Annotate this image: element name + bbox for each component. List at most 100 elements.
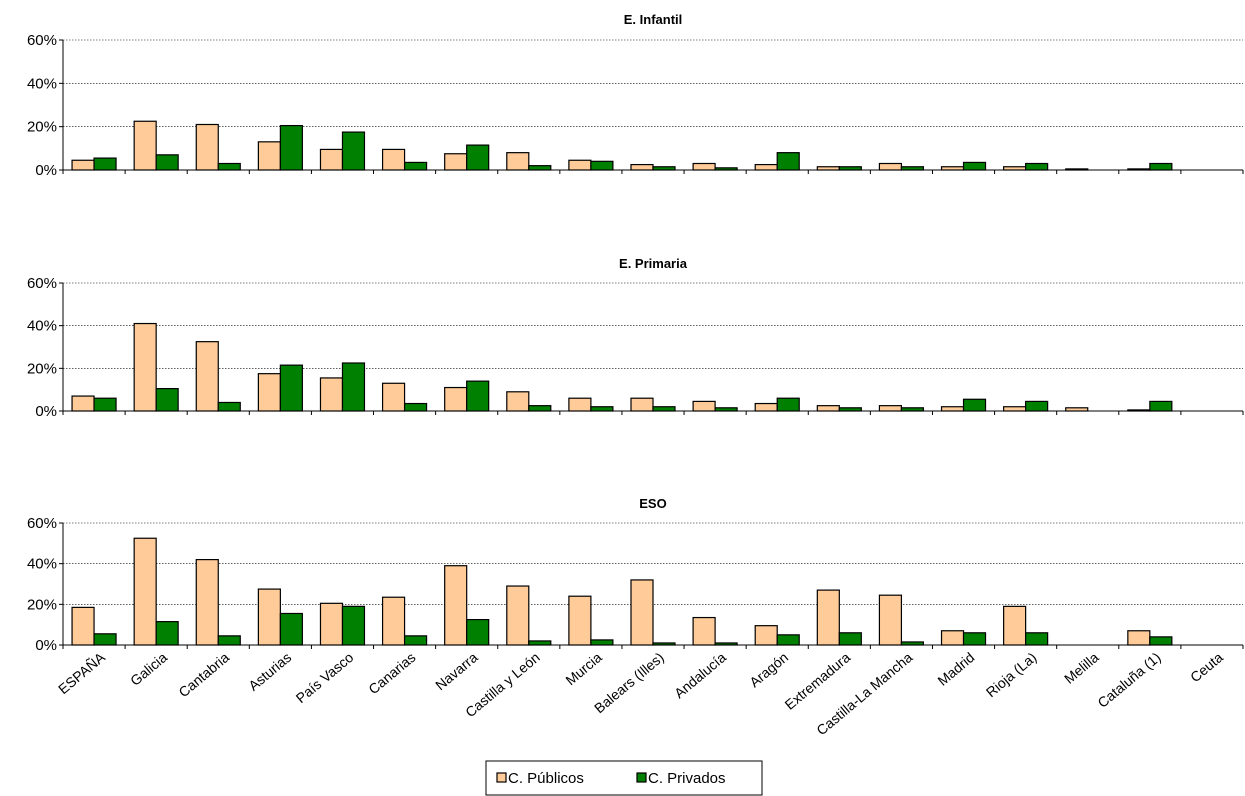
bar-privados	[838, 632, 862, 646]
bar-publicos	[878, 405, 903, 412]
bar-publicos	[630, 163, 654, 171]
bar-privados	[466, 380, 490, 412]
bar-privados	[1025, 162, 1049, 171]
y-tick-label: 20%	[27, 596, 57, 613]
bar-privados	[279, 612, 303, 646]
panel-title: ESO	[639, 496, 666, 511]
bar-privados	[776, 397, 800, 412]
bar-publicos	[1003, 605, 1027, 646]
y-tick-label: 0%	[35, 162, 57, 179]
legend-label: C. Públicos	[508, 770, 584, 787]
bar-privados	[217, 401, 241, 412]
bar-publicos	[319, 148, 344, 171]
bar-publicos	[630, 579, 654, 646]
bar-publicos	[568, 595, 592, 646]
y-tick-label: 40%	[27, 318, 57, 335]
bar-privados	[652, 642, 676, 646]
bar-publicos	[816, 405, 840, 412]
bar-privados	[590, 160, 614, 171]
bar-privados	[900, 166, 925, 171]
bar-publicos	[1127, 168, 1151, 171]
panel-0: E. Infantil 0% 20% 40% 60%	[27, 12, 1244, 179]
bar-publicos	[940, 406, 965, 412]
bar-privados	[962, 398, 987, 412]
bar-privados	[341, 131, 366, 171]
bar-privados	[93, 157, 117, 171]
panel-1: E. Primaria 0% 20% 40% 60%	[27, 256, 1244, 420]
bar-publicos	[1003, 406, 1027, 412]
bar-publicos	[444, 565, 468, 646]
legend-box	[485, 760, 763, 796]
bar-privados	[838, 166, 862, 171]
bar-publicos	[692, 400, 716, 412]
bar-privados	[962, 632, 987, 646]
bar-publicos	[506, 152, 530, 171]
y-tick-label: 40%	[27, 75, 57, 92]
y-tick-label: 60%	[27, 32, 57, 49]
bar-privados	[466, 618, 490, 646]
x-tick-label: ESPAÑA	[55, 649, 109, 698]
y-tick-label: 20%	[27, 119, 57, 136]
bar-publicos	[940, 630, 965, 646]
bar-privados	[528, 640, 552, 646]
bar-privados	[217, 635, 241, 646]
bar-privados	[1025, 400, 1049, 412]
x-tick-label: Cataluña (1)	[1094, 649, 1163, 711]
bar-publicos	[71, 159, 95, 171]
x-tick-label: Aragón	[746, 649, 791, 690]
bar-privados	[93, 397, 117, 412]
bar-publicos	[754, 163, 778, 171]
bar-privados	[590, 639, 614, 646]
x-tick-label: Melilla	[1061, 649, 1102, 687]
bar-privados	[714, 407, 738, 412]
bar-publicos	[195, 341, 219, 412]
bar-privados	[341, 605, 366, 646]
bar-privados	[155, 621, 179, 646]
bar-publicos	[506, 585, 530, 646]
bar-publicos	[444, 153, 468, 171]
bar-publicos	[257, 373, 281, 412]
bar-privados	[403, 402, 428, 412]
bar-publicos	[754, 402, 778, 412]
bar-privados	[900, 407, 925, 412]
bar-publicos	[1065, 407, 1089, 412]
bar-publicos	[816, 166, 840, 171]
bar-privados	[217, 162, 241, 171]
bar-publicos	[878, 594, 903, 646]
panel-title: E. Infantil	[624, 12, 683, 27]
y-tick-label: 0%	[35, 403, 57, 420]
x-tick-label: Canarias	[365, 649, 418, 697]
bar-publicos	[568, 159, 592, 171]
legend: C. Públicos C. Privados	[485, 760, 763, 796]
bar-publicos	[319, 602, 344, 646]
bar-publicos	[878, 162, 903, 171]
bar-publicos	[1065, 168, 1089, 171]
bar-publicos	[133, 322, 157, 412]
bar-privados	[279, 124, 303, 171]
bar-privados	[1149, 400, 1173, 412]
bar-publicos	[71, 395, 95, 412]
bar-publicos	[1003, 166, 1027, 171]
bar-privados	[279, 364, 303, 412]
bar-privados	[714, 642, 738, 646]
bar-privados	[403, 161, 428, 171]
bar-publicos	[1127, 630, 1151, 646]
bar-privados	[652, 166, 676, 171]
panel-2: ESO 0% 20% 40% 60%	[27, 496, 1244, 654]
bar-publicos	[195, 123, 219, 171]
bar-publicos	[444, 386, 468, 412]
bar-publicos	[568, 397, 592, 412]
bar-privados	[466, 144, 490, 171]
x-tick-label: Navarra	[432, 649, 481, 693]
bar-publicos	[71, 606, 95, 646]
x-tick-label: Cantabria	[175, 649, 232, 700]
bar-publicos	[257, 141, 281, 171]
bar-publicos	[257, 588, 281, 646]
bar-publicos	[133, 537, 157, 646]
bar-publicos	[506, 391, 530, 412]
bar-privados	[590, 406, 614, 412]
legend-swatch	[636, 772, 647, 783]
bar-privados	[1149, 162, 1173, 171]
bar-privados	[776, 634, 800, 646]
